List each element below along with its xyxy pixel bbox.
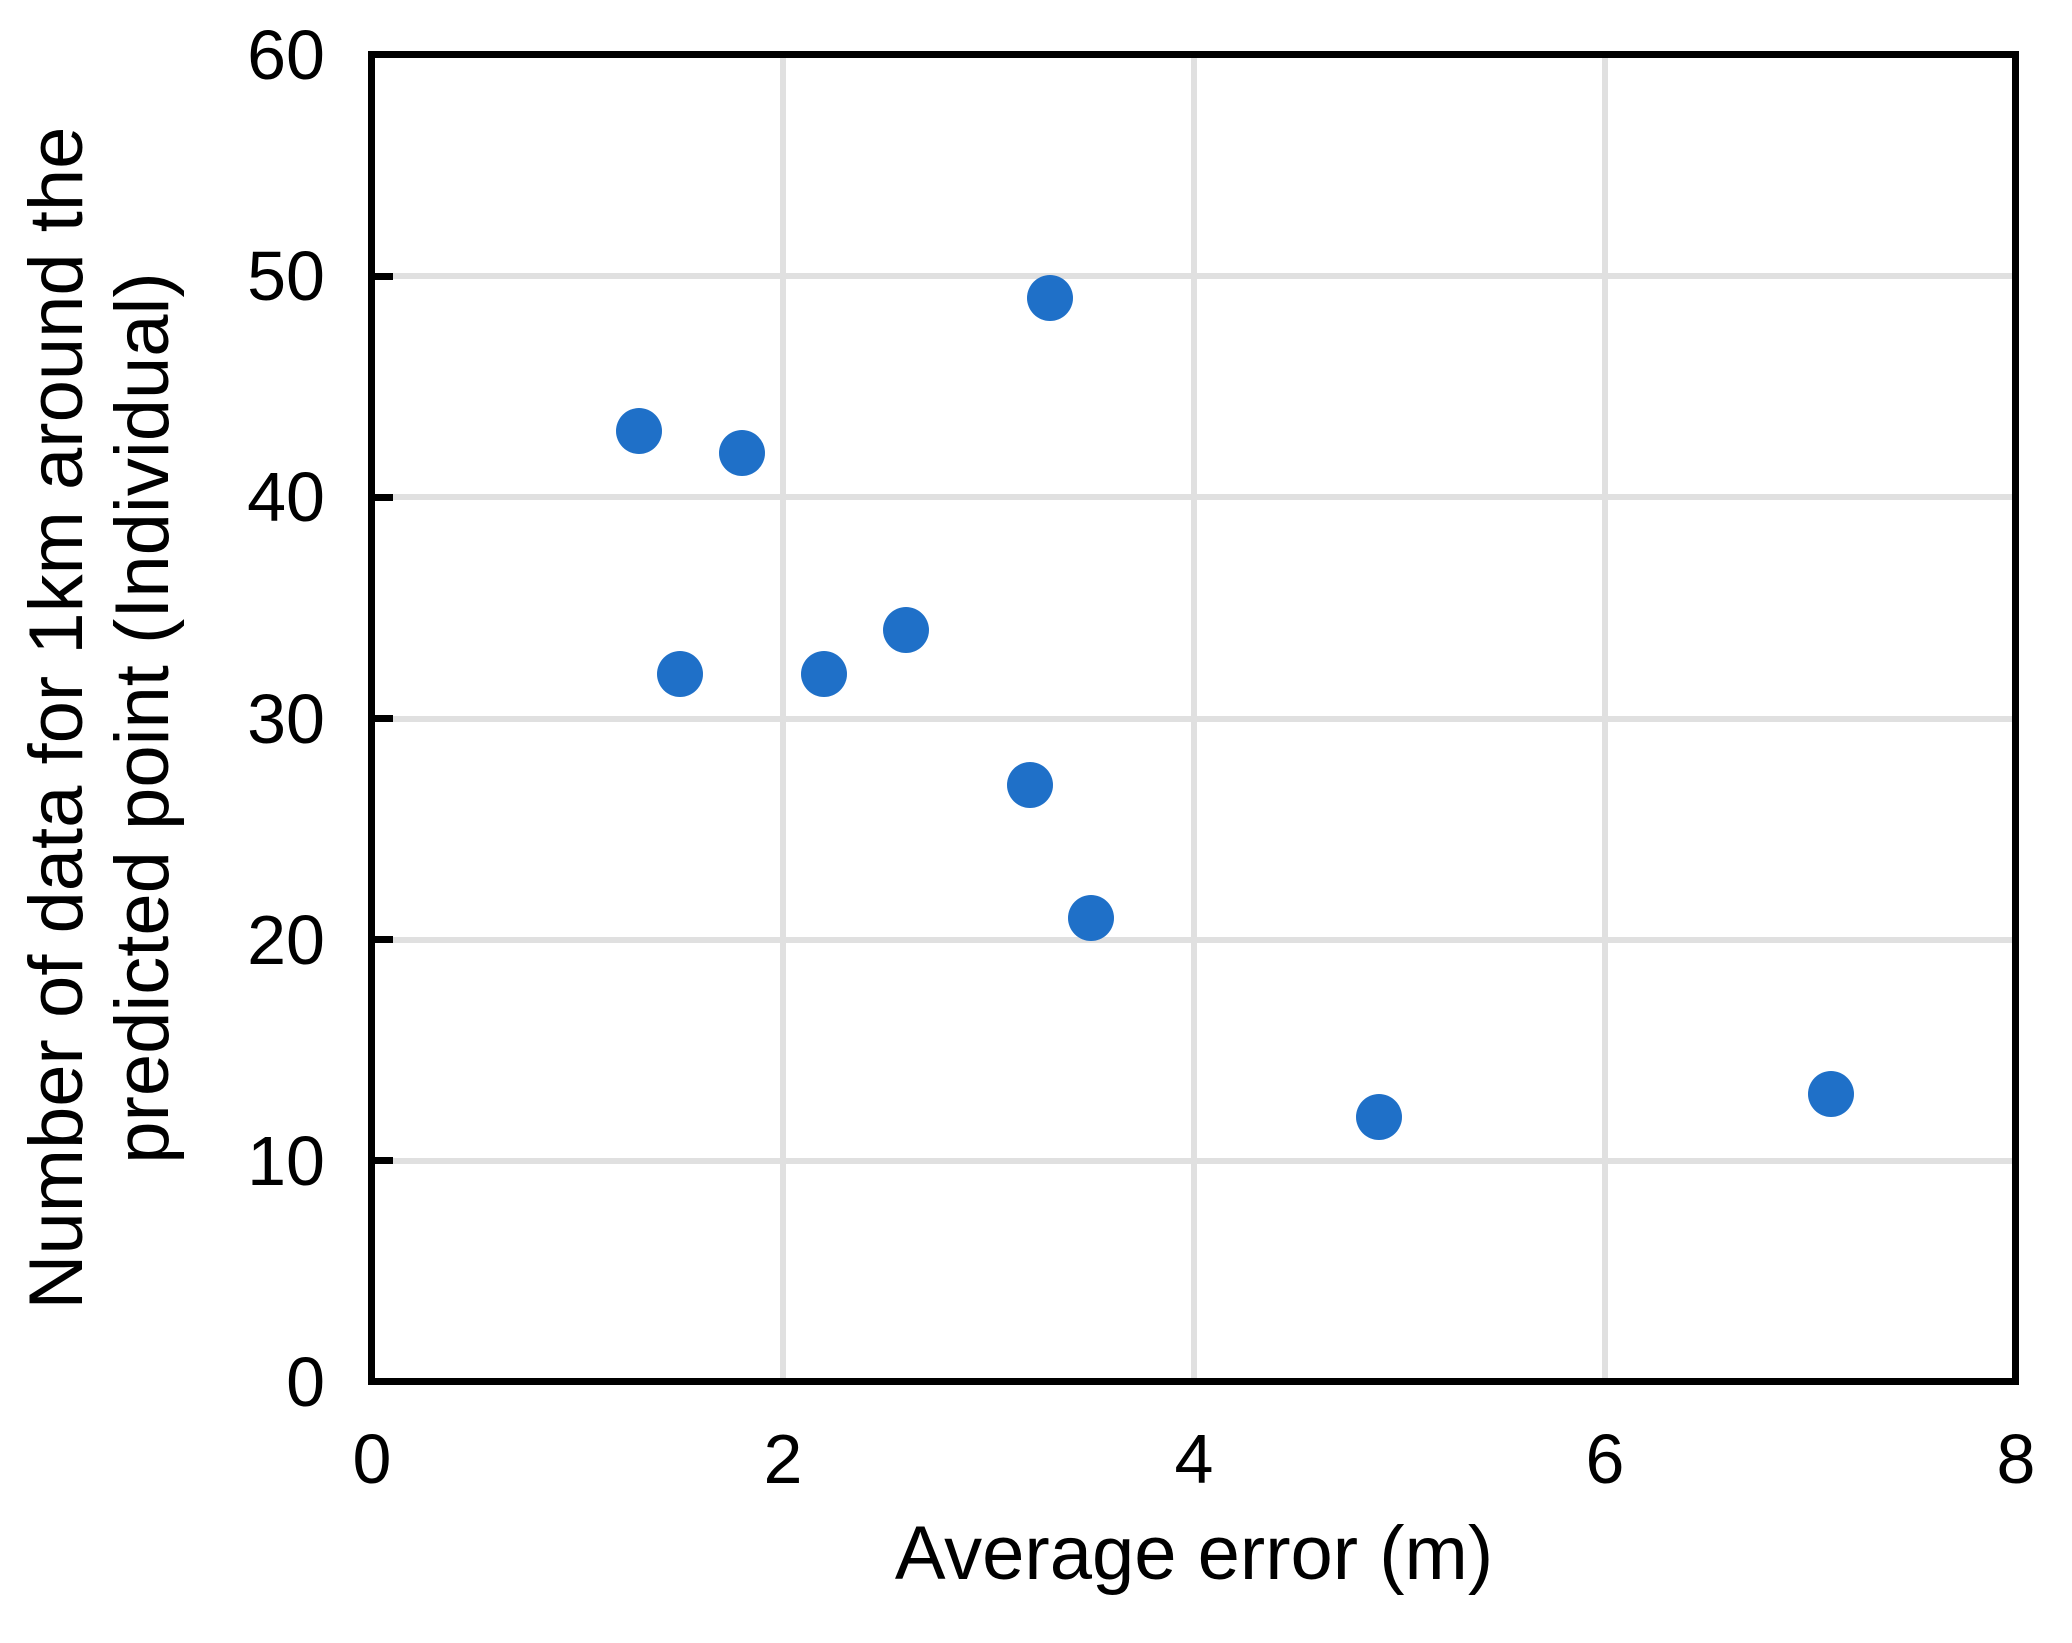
x-tick-label: 4 [1174, 1420, 1214, 1498]
data-point [657, 651, 704, 698]
y-tick-label: 30 [247, 679, 325, 758]
y-axis-tick [372, 1157, 393, 1165]
data-point [718, 430, 765, 477]
data-point [801, 651, 848, 698]
y-gridline [372, 715, 2016, 722]
y-axis-tick [372, 936, 393, 944]
data-point [1027, 275, 1074, 322]
data-point [1068, 894, 1115, 941]
y-tick-label: 40 [247, 458, 325, 537]
data-point [1006, 761, 1053, 808]
x-tick-label: 2 [763, 1420, 803, 1498]
data-point [1355, 1093, 1402, 1140]
x-tick-label: 8 [1996, 1420, 2036, 1498]
data-point [883, 607, 930, 654]
y-axis-tick [372, 715, 393, 722]
y-tick-label: 50 [247, 237, 325, 316]
y-tick-label: 60 [247, 16, 325, 94]
x-tick-label: 0 [352, 1420, 392, 1498]
y-gridline [372, 1157, 2016, 1164]
y-tick-label: 0 [286, 1343, 325, 1421]
y-axis-tick [372, 272, 393, 280]
y-gridline [372, 936, 2016, 943]
data-point [616, 407, 663, 454]
y-tick-label: 10 [247, 1121, 325, 1200]
y-tick-label: 20 [247, 900, 325, 979]
y-gridline [372, 494, 2016, 501]
y-gridline [372, 273, 2016, 280]
y-axis-tick [372, 493, 393, 501]
plot-area [372, 55, 2016, 1382]
data-point [1808, 1071, 1855, 1118]
x-tick-label: 6 [1585, 1420, 1625, 1498]
x-axis-title: Average error (m) [894, 1511, 1494, 1596]
